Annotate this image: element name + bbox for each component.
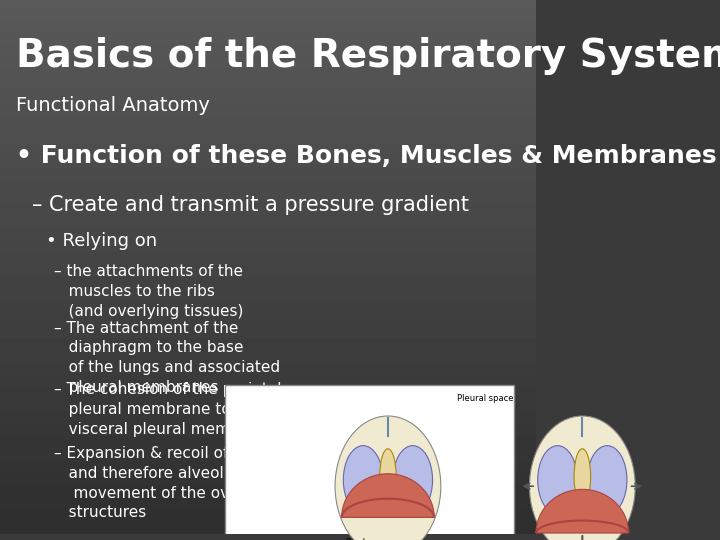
Ellipse shape [574,449,590,505]
Text: Diaphragm: Diaphragm [345,538,388,540]
Text: – The cohesion of the parietal
   pleural membrane to the
   visceral pleural me: – The cohesion of the parietal pleural m… [53,382,281,436]
Ellipse shape [588,446,627,514]
Text: Pleural space: Pleural space [457,394,513,403]
Ellipse shape [393,446,433,514]
Text: – the attachments of the
   muscles to the ribs
   (and overlying tissues): – the attachments of the muscles to the … [53,265,243,319]
Text: • Function of these Bones, Muscles & Membranes: • Function of these Bones, Muscles & Mem… [16,144,716,168]
Ellipse shape [335,416,441,540]
Ellipse shape [343,446,383,514]
Ellipse shape [529,416,635,540]
Text: – Expansion & recoil of the lung
   and therefore alveoli with the
    movement : – Expansion & recoil of the lung and the… [53,446,296,521]
Ellipse shape [379,449,396,505]
FancyBboxPatch shape [225,384,514,540]
Text: Functional Anatomy: Functional Anatomy [16,96,210,115]
Text: Basics of the Respiratory System: Basics of the Respiratory System [16,37,720,76]
Text: – The attachment of the
   diaphragm to the base
   of the lungs and associated
: – The attachment of the diaphragm to the… [53,321,279,395]
Text: – Create and transmit a pressure gradient: – Create and transmit a pressure gradien… [32,195,469,215]
Text: • Relying on: • Relying on [45,232,157,251]
Wedge shape [536,489,629,533]
Ellipse shape [538,446,577,514]
Wedge shape [342,474,434,517]
